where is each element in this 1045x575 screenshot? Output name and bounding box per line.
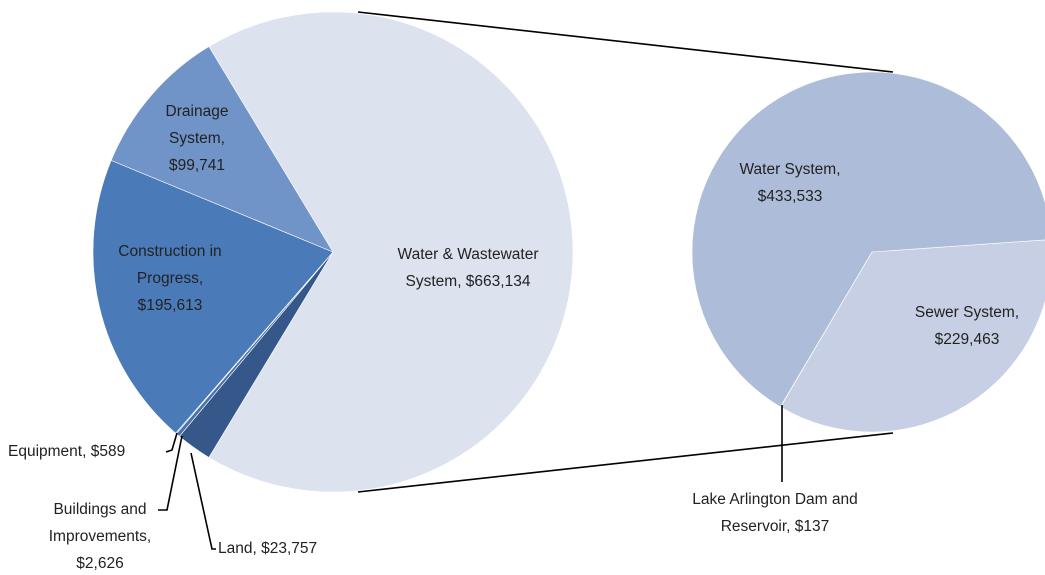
data-label: Construction in Progress, $195,613 [118, 243, 221, 314]
data-label-line: $99,741 [169, 157, 225, 174]
data-label-line: Equipment, $589 [8, 443, 125, 460]
pie-slice [780, 239, 1045, 433]
pie-slice [92, 160, 334, 434]
data-label: Water & Wastewater System, $663,134 [398, 246, 539, 290]
data-label: Sewer System, $229,463 [915, 304, 1019, 348]
data-label-line: Sewer System, [915, 304, 1019, 321]
data-label-line: Construction in [118, 243, 221, 260]
data-label-line: Improvements, [49, 528, 152, 545]
data-label-line: $2,626 [76, 555, 123, 572]
leader-line [158, 435, 183, 511]
data-label-line: $229,463 [935, 331, 1000, 348]
data-label-line: System, [169, 130, 225, 147]
data-label-line: Water System, [739, 161, 840, 178]
data-label: Drainage System, $99,741 [166, 103, 229, 174]
leader-line [190, 452, 216, 550]
pie-slice [110, 46, 334, 253]
data-label-line: Land, $23,757 [218, 540, 317, 557]
leader-line [165, 432, 178, 453]
data-label: Land, $23,757 [218, 540, 317, 557]
data-label: Equipment, $589 [8, 443, 125, 460]
data-label-line: Reservoir, $137 [721, 518, 830, 535]
data-label-line: Buildings and [53, 501, 146, 518]
data-label-line: $433,533 [758, 188, 823, 205]
data-label-line: System, $663,134 [406, 273, 531, 290]
data-label-line: Drainage [166, 103, 229, 120]
data-label: Buildings and Improvements, $2,626 [49, 501, 152, 572]
pie-slice [208, 11, 574, 493]
connector-line [357, 11, 894, 73]
pie-slice [691, 71, 1045, 408]
data-label: Lake Arlington Dam and Reservoir, $137 [692, 491, 857, 535]
connector-line [357, 432, 894, 493]
data-label-line: $195,613 [138, 297, 203, 314]
data-label-line: Progress, [137, 270, 203, 287]
data-label: Water System, $433,533 [739, 161, 840, 205]
data-label-line: Water & Wastewater [398, 246, 539, 263]
data-label-line: Lake Arlington Dam and [692, 491, 857, 508]
